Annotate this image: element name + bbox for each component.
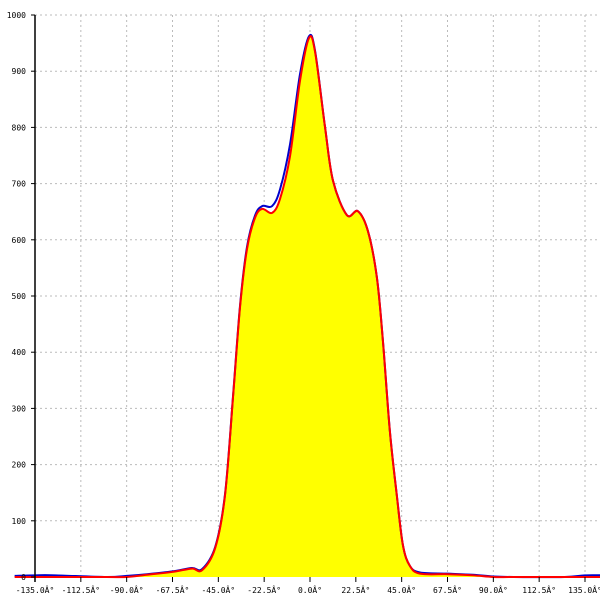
y-tick-label: 400 bbox=[12, 348, 27, 357]
x-tick-label: -90.0Â° bbox=[110, 584, 144, 595]
y-tick-label: 100 bbox=[12, 517, 27, 526]
x-tick-label: 90.0Â° bbox=[479, 584, 508, 595]
series-lines bbox=[14, 33, 600, 579]
y-tick-label: 900 bbox=[12, 67, 27, 76]
axes bbox=[31, 14, 586, 582]
x-tick-label: 22.5Â° bbox=[341, 584, 370, 595]
y-tick-label: 500 bbox=[12, 292, 27, 301]
x-tick-label: 45.0Â° bbox=[387, 584, 416, 595]
x-tick-label: 67.5Â° bbox=[433, 584, 462, 595]
y-tick-label: 1000 bbox=[7, 11, 26, 20]
x-tick-labels: -135.0Â° -112.5Â° -90.0Â° -67.5Â° -45.0Â° -22… bbox=[16, 584, 600, 595]
y-tick-label: 200 bbox=[12, 461, 27, 470]
area-fill bbox=[14, 36, 600, 578]
y-tick-label: 800 bbox=[12, 123, 27, 132]
y-tick-label: 0 bbox=[21, 573, 26, 582]
y-tick-label: 300 bbox=[12, 404, 27, 413]
x-tick-label: 135.0Â° bbox=[568, 584, 600, 595]
x-tick-label: 0.0Â° bbox=[298, 584, 322, 595]
x-tick-label: -45.0Â° bbox=[201, 584, 235, 595]
x-tick-label: 112.5Â° bbox=[522, 584, 556, 595]
x-tick-label: -135.0Â° bbox=[16, 584, 55, 595]
y-tick-labels: 0 100 200 300 400 500 600 700 800 900 1000 bbox=[7, 11, 26, 582]
x-tick-label: -67.5Â° bbox=[156, 584, 190, 595]
y-tick-label: 600 bbox=[12, 236, 27, 245]
x-tick-label: -112.5Â° bbox=[62, 584, 101, 595]
x-tick-label: -22.5Â° bbox=[247, 584, 281, 595]
y-tick-label: 700 bbox=[12, 180, 27, 189]
series-line-2 bbox=[14, 35, 600, 579]
